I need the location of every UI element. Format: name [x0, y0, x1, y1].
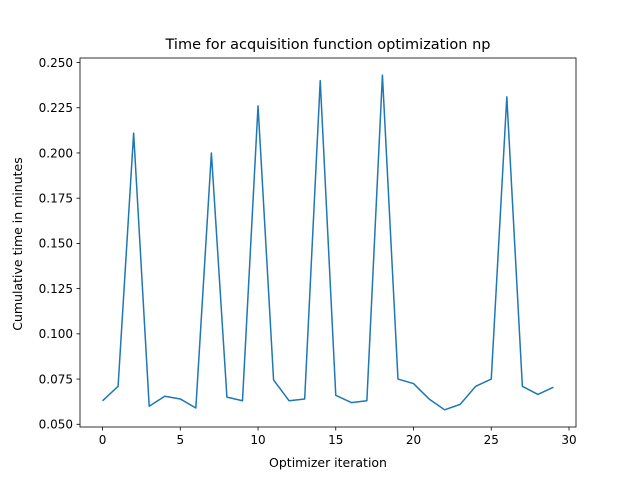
plot-area: [79, 57, 577, 428]
chart-title: Time for acquisition function optimizati…: [165, 37, 491, 53]
x-tick-label: 5: [176, 433, 184, 447]
y-tick-label: 0.250: [39, 56, 73, 70]
y-tick-label: 0.150: [39, 237, 73, 251]
x-axis: 0 5 10 15 20 25 30: [99, 427, 577, 447]
y-tick-label: 0.100: [39, 327, 73, 341]
series-line-0: [102, 74, 554, 411]
y-axis-title: Cumulative time in minutes: [10, 157, 25, 331]
x-tick-label: 0: [99, 433, 107, 447]
y-tick-label: 0.050: [39, 418, 73, 432]
x-tick-label: 15: [328, 433, 343, 447]
x-tick-label: 20: [406, 433, 421, 447]
x-tick-label: 10: [250, 433, 265, 447]
y-tick-label: 0.200: [39, 146, 73, 160]
y-axis: 0.050 0.075 0.100 0.125 0.150 0.175 0.200 0.225…: [39, 56, 80, 432]
axes-frame: [79, 57, 577, 428]
y-tick-label: 0.125: [39, 282, 73, 296]
x-axis-title: Optimizer iteration: [269, 455, 387, 470]
y-tick-label: 0.225: [39, 101, 73, 115]
x-tick-label: 25: [484, 433, 499, 447]
y-tick-label: 0.075: [39, 372, 73, 386]
y-tick-label: 0.175: [39, 191, 73, 205]
x-tick-label: 30: [561, 433, 576, 447]
